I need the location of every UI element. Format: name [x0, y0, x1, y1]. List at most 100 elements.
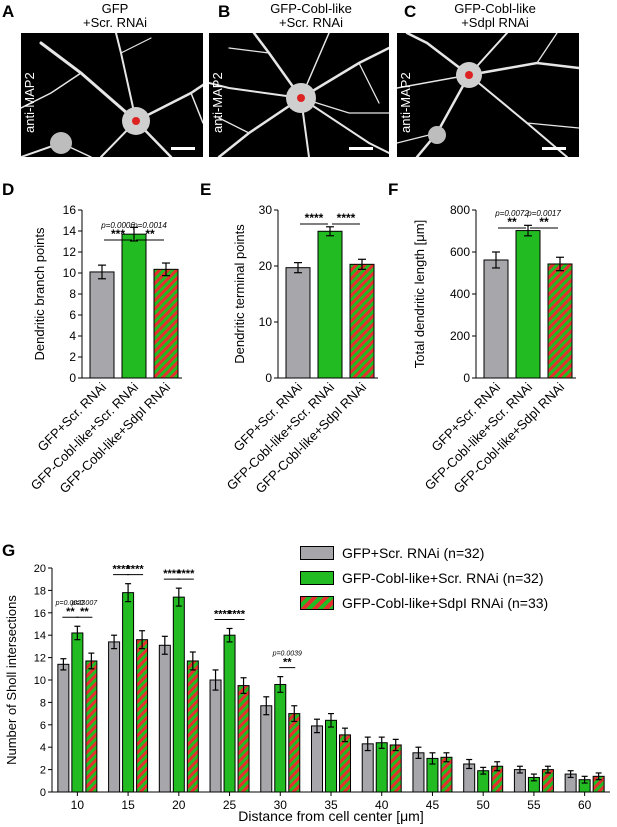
x-tick-label: 25 — [223, 798, 237, 812]
significance-stars: **** — [337, 211, 356, 225]
bar — [186, 660, 199, 793]
bar — [158, 644, 171, 793]
significance-stars: ** — [66, 606, 75, 618]
y-tick-label: 0 — [69, 371, 76, 385]
bar — [515, 230, 541, 379]
bar — [349, 263, 375, 379]
x-tick-label: 15 — [121, 798, 135, 812]
y-axis-label: Dendritic terminal points — [232, 224, 247, 364]
micrograph-c: anti-MAP2 — [397, 33, 579, 157]
significance-stars: **** — [228, 608, 246, 620]
legend-item: GFP-Cobl-like+SdpI RNAi (n=33) — [300, 590, 548, 615]
y-tick-label: 600 — [450, 245, 470, 259]
legend-swatch-striped — [300, 595, 334, 610]
legend-label: GFP-Cobl-like+Scr. RNAi (n=32) — [342, 569, 544, 586]
y-tick-label: 2 — [69, 350, 76, 364]
x-tick-label: 10 — [71, 798, 85, 812]
legend-item: GFP+Scr. RNAi (n=32) — [300, 540, 548, 565]
y-tick-label: 8 — [69, 287, 76, 301]
bar — [122, 592, 135, 793]
y-axis-label: Dendritic branch points — [32, 227, 47, 360]
significance-stars: ** — [283, 657, 292, 669]
bar — [85, 660, 98, 793]
panel-c-title-line2: +Sdpl RNAi — [461, 15, 529, 30]
bar — [325, 719, 337, 793]
chart-g-legend: GFP+Scr. RNAi (n=32) GFP-Cobl-like+Scr. … — [300, 540, 548, 615]
bar — [547, 263, 573, 379]
significance-stars: ** — [145, 227, 155, 241]
panel-g-letter: G — [2, 541, 16, 560]
p-value-label: p=0.0072 — [494, 209, 529, 218]
panel-f-letter: F — [388, 180, 399, 199]
y-tick-label: 800 — [450, 203, 470, 217]
y-tick-label: 14 — [63, 224, 77, 238]
y-tick-label: 0 — [265, 371, 272, 385]
y-tick-label: 200 — [450, 329, 470, 343]
panel-b-title-line1: GFP-Cobl-like — [270, 1, 352, 16]
chart-g: 0 2 4 6 8 10 12 14 16 18 20 Number of Sholl interse… — [4, 563, 610, 824]
bar — [339, 734, 351, 793]
y-tick-label: 16 — [34, 608, 46, 620]
x-tick-label: 55 — [527, 798, 541, 812]
panel-b-stain-label: anti-MAP2 — [210, 72, 225, 133]
panel-a-scale-bar — [171, 147, 195, 150]
panel-a-title-line1: GFP — [101, 1, 129, 16]
panel-b-title-line2: +Scr. RNAi — [279, 15, 343, 30]
legend-swatch-green — [300, 570, 334, 585]
x-tick-label: 40 — [375, 798, 389, 812]
legend-label: GFP-Cobl-like+SdpI RNAi (n=33) — [342, 594, 549, 611]
chart-f: 0 200 400 600 800 Total dendritic length [μm]… — [412, 203, 576, 496]
bar — [71, 632, 84, 793]
significance-stars: *** — [111, 227, 125, 241]
panel-d-letter: D — [2, 180, 15, 199]
y-tick-label: 2 — [40, 765, 46, 777]
x-tick-label: 20 — [172, 798, 186, 812]
y-tick-label: 6 — [40, 720, 46, 732]
panel-c-stain-label: anti-MAP2 — [398, 72, 413, 133]
legend-label: GFP+Scr. RNAi (n=32) — [342, 544, 485, 561]
panel-a-stain-label: anti-MAP2 — [22, 72, 37, 133]
y-tick-label: 4 — [40, 742, 46, 754]
x-tick-label: 35 — [324, 798, 338, 812]
bar — [274, 683, 287, 793]
p-value-label: p=0.0017 — [526, 209, 561, 218]
panel-c-title: GFP-Cobl-like +Sdpl RNAi — [420, 2, 570, 30]
significance-stars: **** — [214, 608, 232, 620]
significance-stars: **** — [305, 211, 324, 225]
y-tick-label: 10 — [63, 266, 77, 280]
bar — [440, 756, 453, 793]
panel-a-title: GFP +Scr. RNAi — [40, 2, 190, 30]
panel-a-title-line2: +Scr. RNAi — [83, 15, 147, 30]
significance-stars: **** — [113, 564, 131, 576]
x-tick-label: 30 — [274, 798, 288, 812]
y-tick-label: 14 — [34, 630, 46, 642]
neuron-image-c — [397, 33, 579, 157]
significance-stars: ** — [80, 606, 89, 618]
y-tick-label: 400 — [450, 287, 470, 301]
p-value-label: p=0.0006 — [100, 221, 135, 230]
x-tick-label: 50 — [477, 798, 491, 812]
y-tick-label: 18 — [34, 585, 46, 597]
y-tick-label: 12 — [63, 245, 77, 259]
p-value-label: p=0.0023 — [55, 600, 85, 607]
significance-stars: **** — [177, 568, 195, 580]
bar — [483, 259, 509, 379]
y-tick-label: 16 — [63, 203, 77, 217]
y-tick-label: 10 — [34, 675, 46, 687]
bar — [89, 271, 115, 379]
y-tick-label: 8 — [40, 697, 46, 709]
bar — [311, 725, 323, 793]
bar — [260, 705, 273, 793]
bar — [121, 233, 147, 379]
legend-swatch-gray — [300, 545, 334, 560]
y-tick-label: 12 — [34, 653, 46, 665]
x-axis-label: Distance from cell center [μm] — [238, 808, 423, 824]
panel-e-letter: E — [200, 180, 212, 199]
p-value-label: p=0.007 — [71, 600, 99, 607]
y-axis-label: Total dendritic length [μm] — [412, 220, 427, 368]
bar — [57, 663, 70, 793]
panel-a-letter: A — [2, 2, 15, 21]
micrograph-b: anti-MAP2 — [209, 33, 389, 157]
